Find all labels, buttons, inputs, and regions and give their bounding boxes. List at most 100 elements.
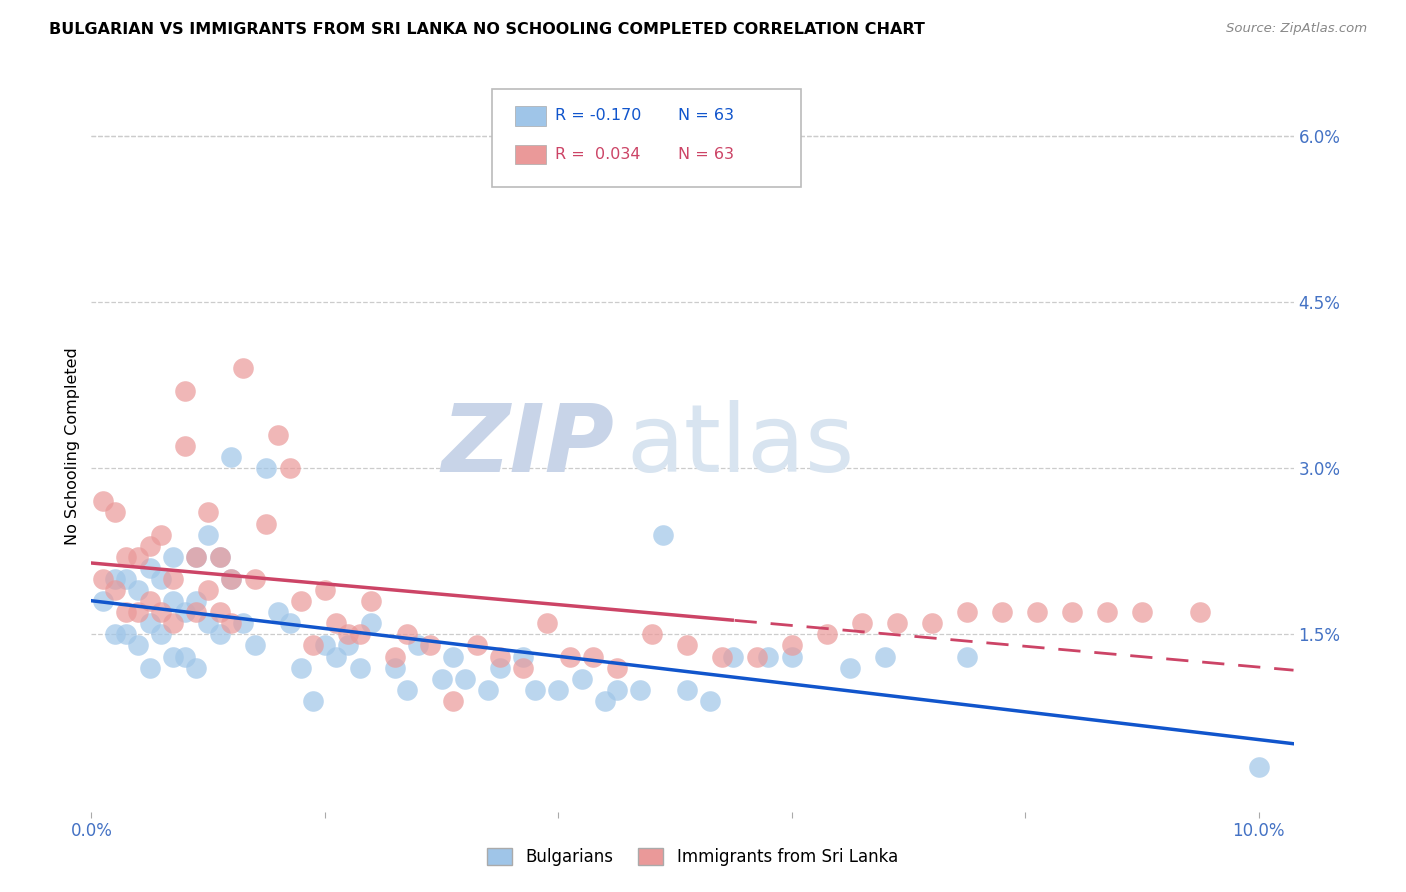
- Point: [221, 572, 243, 586]
- Point: [162, 549, 184, 564]
- Point: [186, 660, 208, 674]
- Point: [290, 594, 312, 608]
- Point: [115, 627, 138, 641]
- Text: atlas: atlas: [626, 400, 855, 492]
- Point: [208, 627, 231, 641]
- Point: [162, 616, 184, 631]
- Point: [337, 627, 360, 641]
- Point: [839, 660, 862, 674]
- Point: [956, 649, 979, 664]
- Text: R = -0.170: R = -0.170: [555, 109, 641, 123]
- Point: [675, 682, 697, 697]
- Point: [606, 660, 628, 674]
- Point: [314, 583, 336, 598]
- Point: [441, 649, 464, 664]
- Point: [173, 605, 195, 619]
- Point: [139, 594, 162, 608]
- Point: [990, 605, 1012, 619]
- Point: [139, 616, 162, 631]
- Point: [186, 549, 208, 564]
- Point: [886, 616, 908, 631]
- Point: [360, 616, 382, 631]
- Point: [162, 572, 184, 586]
- Point: [921, 616, 943, 631]
- Point: [815, 627, 838, 641]
- Point: [454, 672, 477, 686]
- Point: [956, 605, 979, 619]
- Point: [104, 506, 127, 520]
- Point: [186, 594, 208, 608]
- Point: [221, 450, 243, 464]
- Point: [384, 649, 406, 664]
- Point: [127, 549, 149, 564]
- Point: [197, 527, 219, 541]
- Point: [256, 516, 278, 531]
- Point: [139, 539, 162, 553]
- Point: [523, 682, 546, 697]
- Point: [419, 639, 441, 653]
- Point: [780, 649, 803, 664]
- Point: [91, 594, 114, 608]
- Point: [675, 639, 697, 653]
- Point: [162, 649, 184, 664]
- Point: [465, 639, 488, 653]
- Point: [115, 605, 138, 619]
- Point: [197, 506, 219, 520]
- Point: [104, 572, 127, 586]
- Point: [256, 461, 278, 475]
- Point: [173, 384, 195, 398]
- Y-axis label: No Schooling Completed: No Schooling Completed: [65, 347, 80, 545]
- Point: [512, 649, 534, 664]
- Text: BULGARIAN VS IMMIGRANTS FROM SRI LANKA NO SCHOOLING COMPLETED CORRELATION CHART: BULGARIAN VS IMMIGRANTS FROM SRI LANKA N…: [49, 22, 925, 37]
- Point: [652, 527, 675, 541]
- Point: [314, 639, 336, 653]
- Point: [536, 616, 558, 631]
- Point: [162, 594, 184, 608]
- Point: [278, 616, 301, 631]
- Point: [384, 660, 406, 674]
- Point: [1189, 605, 1212, 619]
- Point: [221, 616, 243, 631]
- Point: [441, 694, 464, 708]
- Point: [756, 649, 779, 664]
- Point: [208, 605, 231, 619]
- Point: [1095, 605, 1118, 619]
- Point: [173, 439, 195, 453]
- Point: [104, 627, 127, 641]
- Point: [278, 461, 301, 475]
- Point: [150, 627, 173, 641]
- Point: [243, 572, 266, 586]
- Point: [430, 672, 453, 686]
- Point: [349, 627, 371, 641]
- Point: [512, 660, 534, 674]
- Point: [139, 561, 162, 575]
- Point: [197, 583, 219, 598]
- Point: [395, 682, 418, 697]
- Point: [302, 694, 325, 708]
- Point: [115, 572, 138, 586]
- Point: [477, 682, 499, 697]
- Point: [640, 627, 662, 641]
- Point: [267, 428, 290, 442]
- Point: [208, 549, 231, 564]
- Point: [699, 694, 721, 708]
- Point: [150, 572, 173, 586]
- Point: [325, 616, 347, 631]
- Point: [780, 639, 803, 653]
- Point: [208, 549, 231, 564]
- Point: [360, 594, 382, 608]
- Point: [1060, 605, 1083, 619]
- Point: [489, 660, 512, 674]
- Point: [221, 572, 243, 586]
- Point: [558, 649, 581, 664]
- Text: ZIP: ZIP: [441, 400, 614, 492]
- Point: [232, 616, 254, 631]
- Point: [325, 649, 347, 664]
- Point: [1025, 605, 1047, 619]
- Point: [197, 616, 219, 631]
- Point: [150, 527, 173, 541]
- Point: [150, 605, 173, 619]
- Point: [243, 639, 266, 653]
- Point: [186, 549, 208, 564]
- Text: R =  0.034: R = 0.034: [555, 147, 641, 161]
